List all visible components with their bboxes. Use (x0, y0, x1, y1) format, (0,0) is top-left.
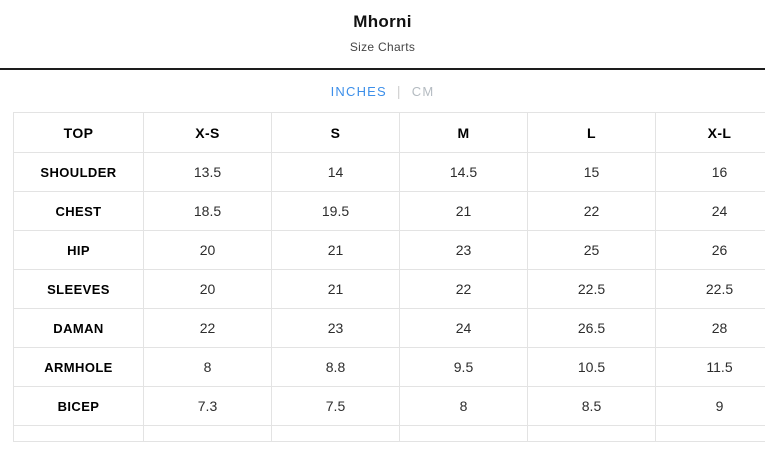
cell-value: 16 (655, 152, 765, 192)
table-row: ARMHOLE 8 8.8 9.5 10.5 11.5 (13, 347, 765, 387)
column-header-s: S (271, 112, 400, 153)
cell-value: 22 (527, 191, 656, 231)
table-row: SHOULDER 13.5 14 14.5 15 16 (13, 152, 765, 192)
unit-option-inches[interactable]: INCHES (330, 83, 387, 99)
table-header-row: TOP X-S S M L X-L (13, 112, 765, 153)
cell-value: 13.5 (143, 152, 272, 192)
table-row: SLEEVES 20 21 22 22.5 22.5 (13, 269, 765, 309)
unit-option-cm[interactable]: CM (411, 83, 435, 99)
cell-value: 21 (271, 230, 400, 270)
cell-value: 8 (143, 347, 272, 387)
table-row: BICEP 7.3 7.5 8 8.5 9 (13, 386, 765, 426)
cell-value: 22.5 (527, 269, 656, 309)
cell-value: 21 (271, 269, 400, 309)
cell-value: 18.5 (143, 191, 272, 231)
cell-value: 7.3 (143, 386, 272, 426)
cell-value: 9.5 (399, 347, 528, 387)
cell-value: 9 (655, 386, 765, 426)
page-title: Mhorni (353, 12, 412, 31)
row-label-bicep: BICEP (13, 386, 144, 426)
cell-value: 23 (399, 230, 528, 270)
cell-value: 22 (143, 308, 272, 348)
row-label-shoulder: SHOULDER (13, 152, 144, 192)
cell-value: 19.5 (271, 191, 400, 231)
cell-value: 14 (271, 152, 400, 192)
size-chart-table: TOP X-S S M L X-L SHOULDER 13.5 14 14.5 … (13, 112, 765, 442)
table-row: HIP 20 21 23 25 26 (13, 230, 765, 270)
cell-value: 15 (527, 152, 656, 192)
cell-value: 20 (143, 269, 272, 309)
column-header-xl: X-L (655, 112, 765, 153)
cell-value: 22 (399, 269, 528, 309)
cell-value: 24 (655, 191, 765, 231)
cell-value: 28 (655, 308, 765, 348)
cell-value: 8 (399, 386, 528, 426)
unit-separator: | (396, 83, 402, 99)
row-label-chest: CHEST (13, 191, 144, 231)
page-subtitle: Size Charts (349, 40, 416, 54)
row-label-hip: HIP (13, 230, 144, 270)
cell-value: 23 (271, 308, 400, 348)
cell-value: 10.5 (527, 347, 656, 387)
cell-value: 26 (655, 230, 765, 270)
column-header-m: M (399, 112, 528, 153)
column-header-top: TOP (13, 112, 144, 153)
column-header-xs: X-S (143, 112, 272, 153)
cell-value: 7.5 (271, 386, 400, 426)
cell-value: 8.5 (527, 386, 656, 426)
unit-toggle: INCHES | CM (0, 70, 765, 112)
row-label-armhole: ARMHOLE (13, 347, 144, 387)
cell-value: 22.5 (655, 269, 765, 309)
page-header: Mhorni Size Charts (0, 0, 765, 70)
cell-value: 26.5 (527, 308, 656, 348)
cell-value: 11.5 (655, 347, 765, 387)
cell-value: 21 (399, 191, 528, 231)
cell-value: 20 (143, 230, 272, 270)
cell-value: 24 (399, 308, 528, 348)
table-empty-row (13, 425, 765, 442)
column-header-l: L (527, 112, 656, 153)
row-label-sleeves: SLEEVES (13, 269, 144, 309)
table-row: DAMAN 22 23 24 26.5 28 (13, 308, 765, 348)
cell-value: 8.8 (271, 347, 400, 387)
size-chart-table-container: TOP X-S S M L X-L SHOULDER 13.5 14 14.5 … (13, 112, 765, 442)
table-row: CHEST 18.5 19.5 21 22 24 (13, 191, 765, 231)
cell-value: 25 (527, 230, 656, 270)
cell-value: 14.5 (399, 152, 528, 192)
row-label-daman: DAMAN (13, 308, 144, 348)
